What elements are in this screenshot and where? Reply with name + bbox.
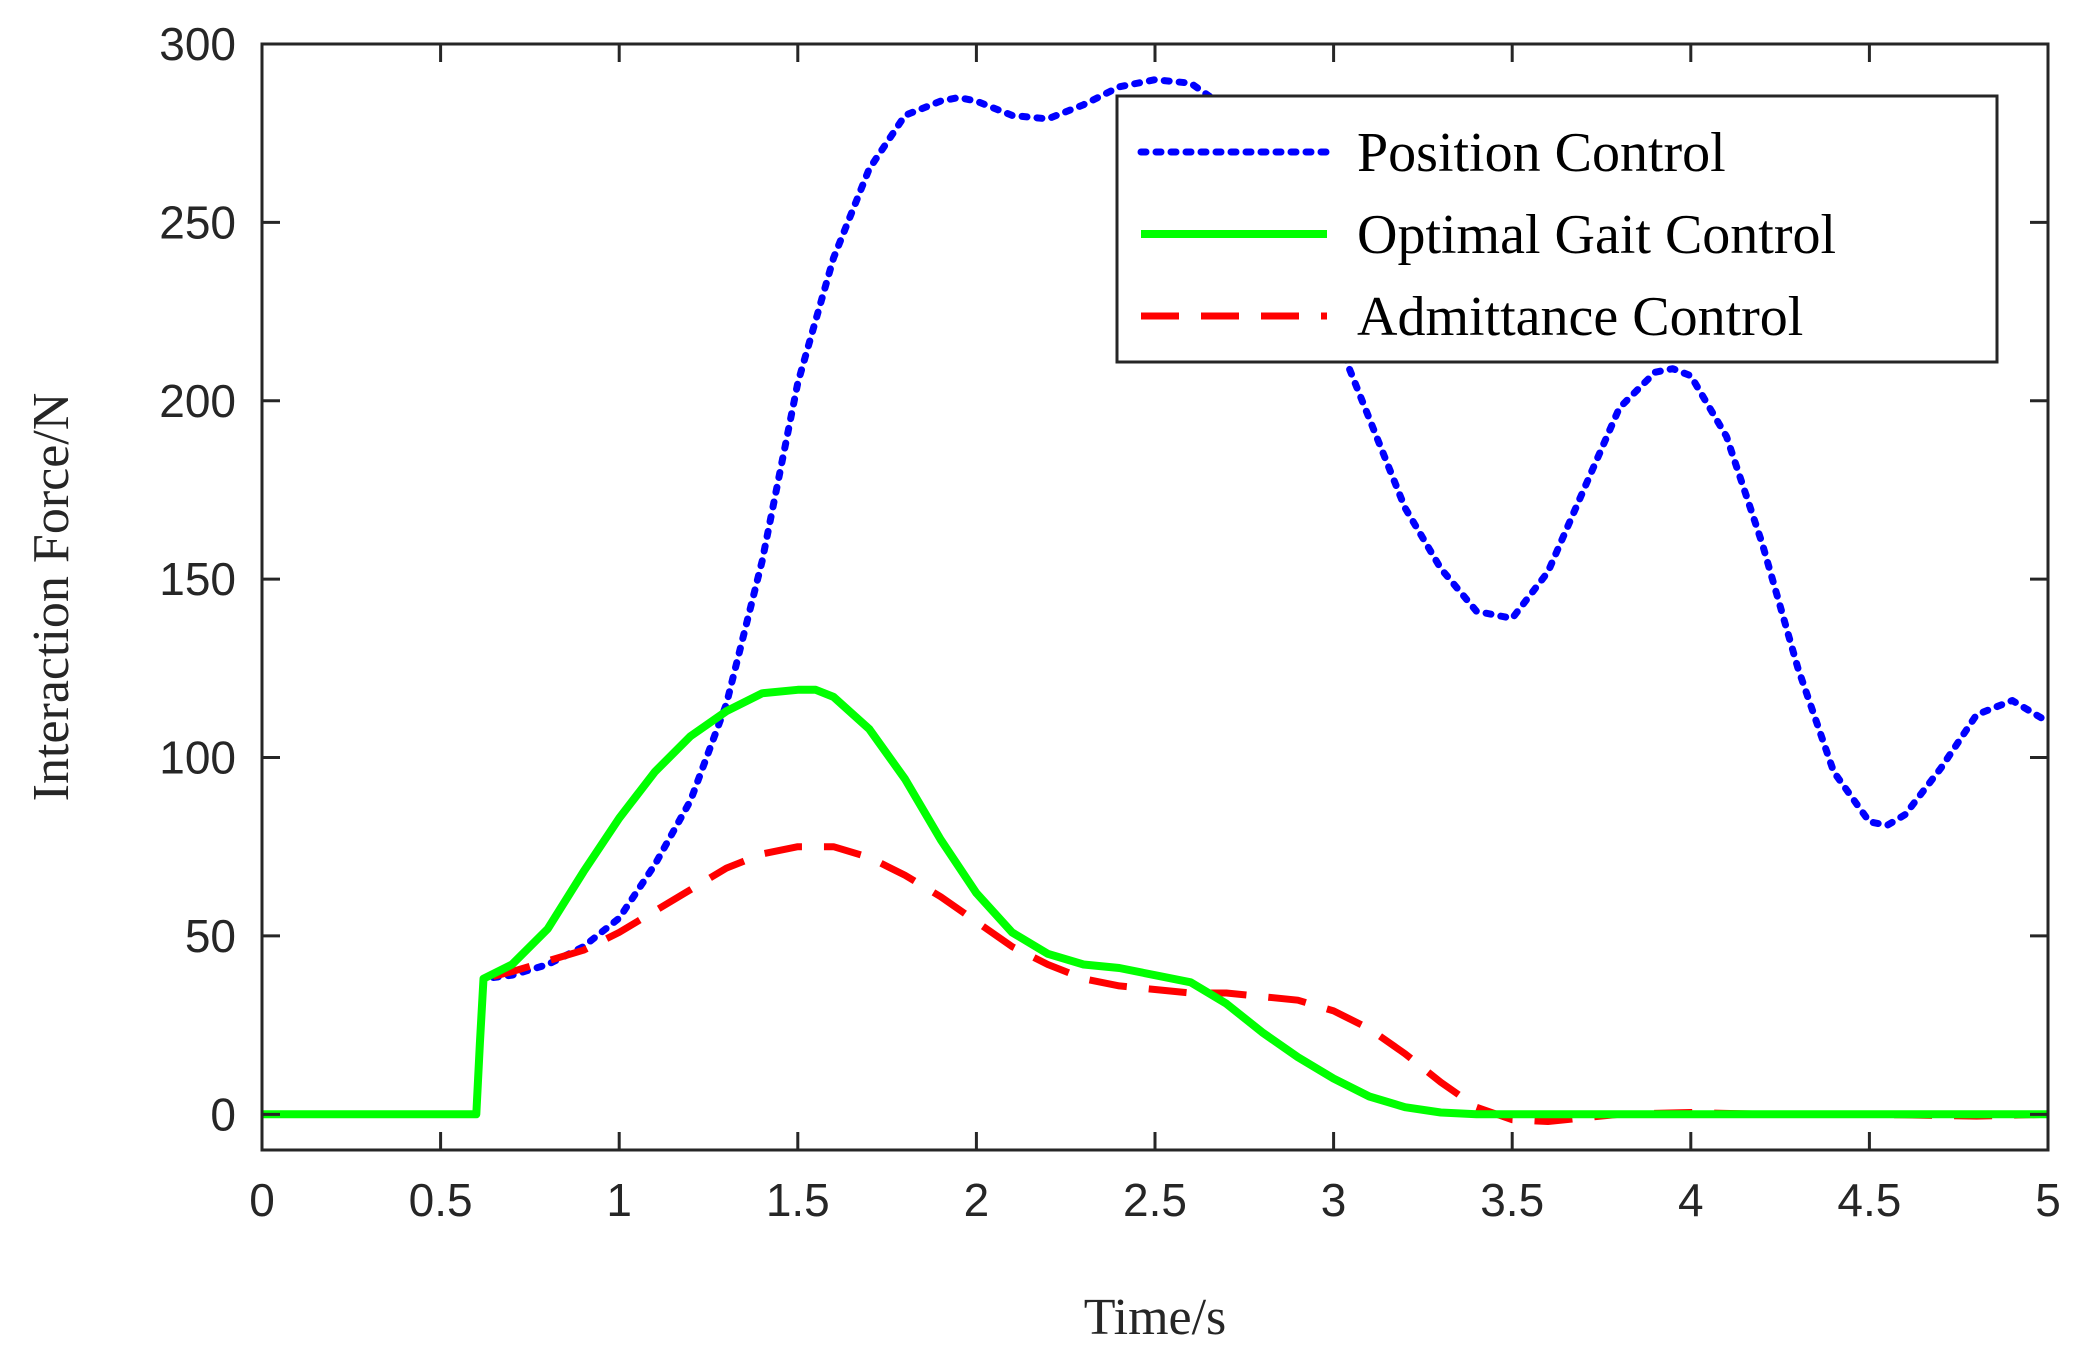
y-tick-label: 0: [210, 1088, 236, 1140]
x-tick-label: 5: [2035, 1174, 2061, 1226]
series-line-position-control: [262, 76, 2048, 1118]
series-line-optimal-gait-control: [262, 685, 2048, 1119]
legend: Position Control Optimal Gait Control Ad…: [1115, 94, 1999, 364]
legend-entry-admittance: Admittance Control: [1141, 286, 1803, 348]
y-tick-label: 300: [159, 18, 236, 70]
y-tick-label: 50: [185, 910, 236, 962]
legend-entry-position: Position Control: [1137, 122, 1726, 184]
x-tick-label: 4.5: [1837, 1174, 1901, 1226]
series-line-admittance-control: [262, 843, 2048, 1125]
x-tick-label: 0: [249, 1174, 275, 1226]
legend-label-optimal-gait-control: Optimal Gait Control: [1357, 204, 1836, 266]
y-tick-label: 100: [159, 732, 236, 784]
x-tick-label: 3.5: [1480, 1174, 1544, 1226]
x-tick-label: 2.5: [1123, 1174, 1187, 1226]
x-tick-label: 4: [1678, 1174, 1704, 1226]
legend-entry-optimal: Optimal Gait Control: [1141, 204, 1836, 266]
x-tick-label: 1.5: [766, 1174, 830, 1226]
x-axis-title: Time/s: [1084, 1289, 1227, 1346]
y-axis-title: Interaction Force/N: [23, 393, 80, 802]
x-tick-label: 0.5: [409, 1174, 473, 1226]
y-tick-label: 250: [159, 196, 236, 248]
legend-label-admittance-control: Admittance Control: [1357, 286, 1803, 348]
x-tick-label: 2: [964, 1174, 990, 1226]
y-tick-label: 150: [159, 553, 236, 605]
x-tick-label: 3: [1321, 1174, 1347, 1226]
legend-label-position-control: Position Control: [1357, 122, 1726, 184]
y-tick-label: 200: [159, 375, 236, 427]
series-layer: [262, 76, 2048, 1125]
x-tick-label: 1: [606, 1174, 632, 1226]
